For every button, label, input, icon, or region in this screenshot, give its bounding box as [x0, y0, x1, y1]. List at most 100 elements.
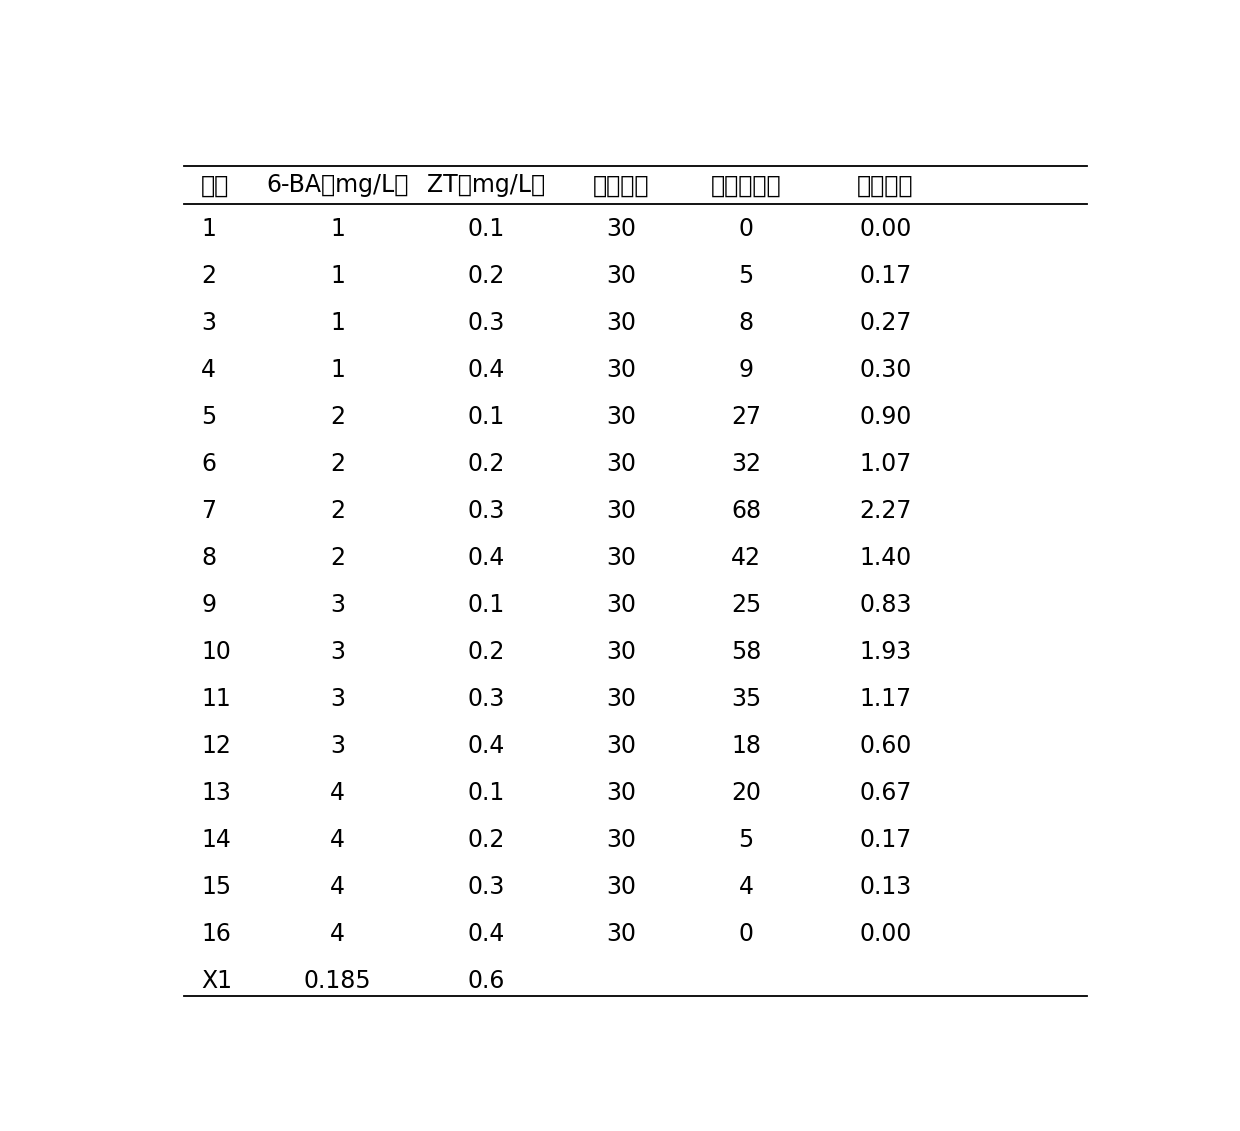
Text: 8: 8 [739, 311, 754, 335]
Text: 0.3: 0.3 [467, 499, 505, 523]
Text: 2: 2 [330, 405, 345, 429]
Text: 0: 0 [739, 217, 754, 241]
Text: 0.90: 0.90 [859, 405, 911, 429]
Text: 4: 4 [739, 875, 754, 899]
Text: 2: 2 [330, 452, 345, 476]
Text: 30: 30 [606, 688, 636, 711]
Text: 平均出芽数: 平均出芽数 [711, 173, 781, 198]
Text: 0.00: 0.00 [859, 922, 911, 947]
Text: 30: 30 [606, 782, 636, 805]
Text: 30: 30 [606, 640, 636, 664]
Text: 3: 3 [330, 688, 345, 711]
Text: 0.4: 0.4 [467, 359, 505, 382]
Text: 6-BA（mg/L）: 6-BA（mg/L） [267, 173, 409, 198]
Text: 2: 2 [330, 499, 345, 523]
Text: 4: 4 [201, 359, 216, 382]
Text: 0.2: 0.2 [467, 264, 505, 288]
Text: 0.4: 0.4 [467, 922, 505, 947]
Text: 30: 30 [606, 311, 636, 335]
Text: 30: 30 [606, 359, 636, 382]
Text: 4: 4 [330, 922, 345, 947]
Text: 8: 8 [201, 546, 216, 570]
Text: 4: 4 [330, 875, 345, 899]
Text: 58: 58 [730, 640, 761, 664]
Text: 18: 18 [732, 734, 761, 758]
Text: 30: 30 [606, 546, 636, 570]
Text: 4: 4 [330, 782, 345, 805]
Text: 0.1: 0.1 [467, 593, 505, 618]
Text: 30: 30 [606, 452, 636, 476]
Text: 1.93: 1.93 [859, 640, 911, 664]
Text: 0.2: 0.2 [467, 452, 505, 476]
Text: 0.4: 0.4 [467, 546, 505, 570]
Text: 10: 10 [201, 640, 231, 664]
Text: 15: 15 [201, 875, 231, 899]
Text: 2.27: 2.27 [859, 499, 911, 523]
Text: 7: 7 [201, 499, 216, 523]
Text: 5: 5 [201, 405, 216, 429]
Text: 30: 30 [606, 217, 636, 241]
Text: 3: 3 [330, 640, 345, 664]
Text: 0.2: 0.2 [467, 640, 505, 664]
Text: 1: 1 [330, 264, 345, 288]
Text: 2: 2 [330, 546, 345, 570]
Text: 1.07: 1.07 [859, 452, 911, 476]
Text: 0.3: 0.3 [467, 875, 505, 899]
Text: 25: 25 [730, 593, 761, 618]
Text: 30: 30 [606, 734, 636, 758]
Text: 30: 30 [606, 828, 636, 853]
Text: 32: 32 [732, 452, 761, 476]
Text: X1: X1 [201, 969, 232, 993]
Text: 0.17: 0.17 [859, 264, 911, 288]
Text: 0.1: 0.1 [467, 782, 505, 805]
Text: 30: 30 [606, 922, 636, 947]
Text: 编号: 编号 [201, 173, 229, 198]
Text: 11: 11 [201, 688, 231, 711]
Text: 0.1: 0.1 [467, 405, 505, 429]
Text: 30: 30 [606, 593, 636, 618]
Text: 30: 30 [606, 264, 636, 288]
Text: 0.67: 0.67 [859, 782, 911, 805]
Text: 0.3: 0.3 [467, 311, 505, 335]
Text: 0.1: 0.1 [467, 217, 505, 241]
Text: 1.17: 1.17 [859, 688, 911, 711]
Text: 1: 1 [201, 217, 216, 241]
Text: 外植体数: 外植体数 [593, 173, 650, 198]
Text: 30: 30 [606, 405, 636, 429]
Text: 0.185: 0.185 [304, 969, 372, 993]
Text: 5: 5 [738, 828, 754, 853]
Text: 0.83: 0.83 [859, 593, 911, 618]
Text: 0.4: 0.4 [467, 734, 505, 758]
Text: 0.6: 0.6 [467, 969, 505, 993]
Text: 0.2: 0.2 [467, 828, 505, 853]
Text: 3: 3 [330, 734, 345, 758]
Text: 5: 5 [738, 264, 754, 288]
Text: 13: 13 [201, 782, 231, 805]
Text: 20: 20 [732, 782, 761, 805]
Text: 9: 9 [739, 359, 754, 382]
Text: 0.27: 0.27 [859, 311, 911, 335]
Text: 0.00: 0.00 [859, 217, 911, 241]
Text: 30: 30 [606, 499, 636, 523]
Text: 2: 2 [201, 264, 216, 288]
Text: 0: 0 [739, 922, 754, 947]
Text: 30: 30 [606, 875, 636, 899]
Text: 增殖系数: 增殖系数 [857, 173, 914, 198]
Text: 1: 1 [330, 311, 345, 335]
Text: 0.60: 0.60 [859, 734, 911, 758]
Text: 6: 6 [201, 452, 216, 476]
Text: ZT（mg/L）: ZT（mg/L） [428, 173, 546, 198]
Text: 0.13: 0.13 [859, 875, 911, 899]
Text: 35: 35 [730, 688, 761, 711]
Text: 68: 68 [730, 499, 761, 523]
Text: 27: 27 [732, 405, 761, 429]
Text: 1: 1 [330, 217, 345, 241]
Text: 0.3: 0.3 [467, 688, 505, 711]
Text: 9: 9 [201, 593, 216, 618]
Text: 0.17: 0.17 [859, 828, 911, 853]
Text: 42: 42 [732, 546, 761, 570]
Text: 3: 3 [201, 311, 216, 335]
Text: 14: 14 [201, 828, 231, 853]
Text: 4: 4 [330, 828, 345, 853]
Text: 1: 1 [330, 359, 345, 382]
